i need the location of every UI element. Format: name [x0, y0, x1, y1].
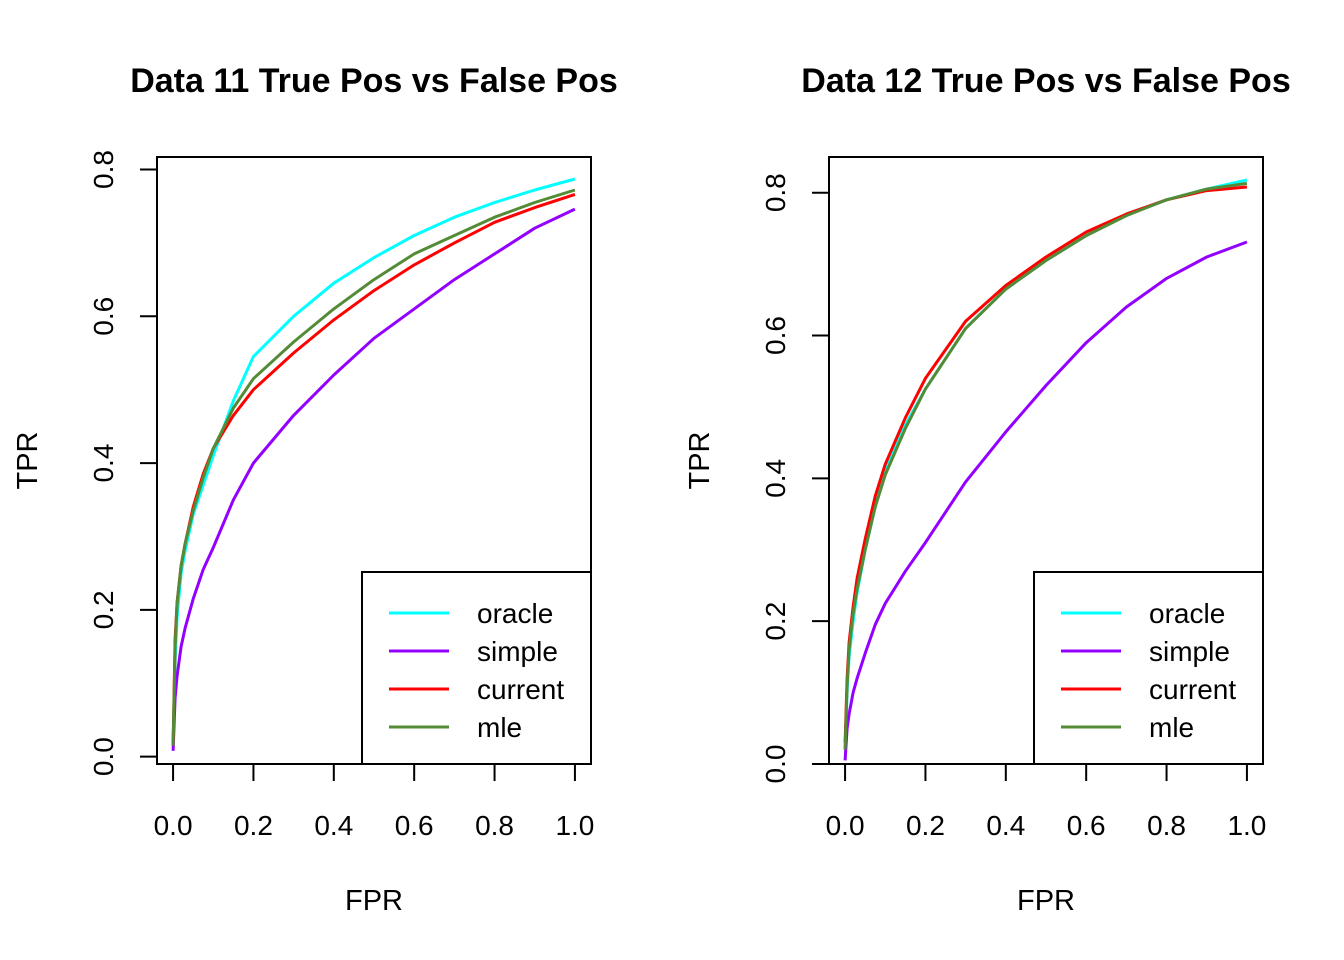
chart-panel-2: Data 12 True Pos vs False Pos 0.0 0.2 0.4 0.… [684, 62, 1291, 917]
series-line-simple [843, 240, 1248, 761]
series-lines [171, 177, 576, 751]
series-line-mle [843, 181, 1248, 750]
y-tick-label: 0.0 [88, 737, 119, 776]
legend-label-oracle: oracle [1149, 598, 1225, 629]
legend-label-mle: mle [1149, 712, 1194, 743]
x-tick-label: 0.4 [314, 810, 353, 841]
x-axis-label: FPR [1017, 885, 1075, 917]
chart-panel-1: Data 11 True Pos vs False Pos 0.0 0.2 0.4 0.… [12, 62, 618, 917]
legend-label-oracle: oracle [477, 598, 553, 629]
x-tick-label: 0.4 [986, 810, 1025, 841]
x-tick-label: 0.2 [234, 810, 273, 841]
y-tick-label: 0.6 [88, 297, 119, 336]
x-tick-label: 0.6 [1067, 810, 1106, 841]
legend-label-current: current [477, 674, 564, 705]
chart-title: Data 11 True Pos vs False Pos [130, 62, 618, 100]
y-tick-label: 0.2 [760, 602, 791, 641]
x-tick-label: 0.0 [154, 810, 193, 841]
x-tick-label: 0.8 [1147, 810, 1186, 841]
legend-label-mle: mle [477, 712, 522, 743]
y-tick-label: 0.4 [760, 459, 791, 498]
x-tick-label: 1.0 [555, 810, 594, 841]
x-tick-label: 0.6 [395, 810, 434, 841]
y-axis-label: TPR [684, 432, 716, 490]
legend-box [361, 571, 592, 765]
y-tick-label: 0.4 [88, 444, 119, 483]
legend-label-current: current [1149, 674, 1236, 705]
legend: oracle simple current mle [361, 571, 592, 765]
x-tick-label: 0.2 [906, 810, 945, 841]
x-tick-label: 1.0 [1227, 810, 1266, 841]
series-line-mle [171, 188, 576, 746]
x-tick-label: 0.8 [475, 810, 514, 841]
y-tick-label: 0.6 [760, 316, 791, 355]
x-axis-label: FPR [345, 885, 403, 917]
legend-box [1033, 571, 1264, 765]
y-tick-label: 0.8 [760, 173, 791, 212]
y-tick-label: 0.0 [760, 745, 791, 784]
series-lines [843, 178, 1248, 761]
series-line-simple [171, 207, 576, 751]
x-tick-label: 0.0 [826, 810, 865, 841]
y-axis-label: TPR [12, 432, 44, 490]
legend-label-simple: simple [477, 636, 558, 667]
legend-label-simple: simple [1149, 636, 1230, 667]
chart-title: Data 12 True Pos vs False Pos [801, 62, 1290, 100]
y-tick-label: 0.8 [88, 150, 119, 189]
legend: oracle simple current mle [1033, 571, 1264, 765]
y-tick-label: 0.2 [88, 590, 119, 629]
